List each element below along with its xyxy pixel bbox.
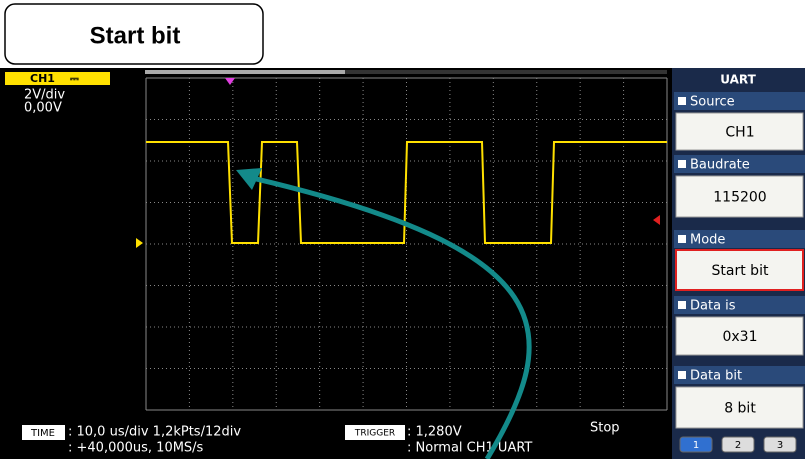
menu-label-icon	[678, 97, 686, 105]
callout-box	[4, 3, 264, 65]
menu-items: Source CH1 Baudrate 115200 Mode Start bit Data…	[674, 92, 805, 453]
trigger-label: TRIGGER	[354, 429, 395, 439]
menu-label-bg	[674, 366, 805, 384]
menu-page-button[interactable]	[763, 436, 797, 453]
menu-value-box[interactable]	[675, 386, 804, 429]
waveform	[146, 141, 667, 244]
time-label: TIME	[30, 428, 55, 439]
menu-label: Data bit	[690, 369, 742, 384]
menu-value-box[interactable]	[675, 175, 804, 218]
callout-title: Start bit	[90, 22, 181, 49]
channel-name: CH1	[30, 72, 55, 85]
menu-label-bg	[674, 230, 805, 248]
trigger-badge	[345, 425, 405, 440]
run-state: Stop	[590, 421, 620, 436]
menu-page-number: 3	[777, 440, 783, 451]
screen	[0, 68, 672, 459]
menu-label: Data is	[690, 299, 736, 314]
menu-label-icon	[678, 371, 686, 379]
trigger-line1: : 1,280V	[407, 425, 462, 440]
channel-badge	[5, 72, 110, 85]
annotation-arrow	[251, 175, 532, 461]
trigger-position-marker	[225, 78, 235, 85]
memory-bar	[145, 70, 667, 74]
menu-title: UART	[720, 73, 756, 87]
channel-scale: 2V/div	[24, 88, 65, 103]
menu-label-bg	[674, 155, 805, 173]
menu-value: 0x31	[722, 329, 757, 345]
menu-page-number: 2	[735, 440, 741, 451]
menu-value: 115200	[713, 190, 766, 206]
trigger-line2: : Normal CH1 UART	[407, 441, 532, 456]
menu-value-box[interactable]	[675, 316, 804, 356]
trigger-level-marker	[653, 215, 660, 225]
menu-value: 8 bit	[724, 401, 756, 417]
memory-view	[145, 70, 345, 74]
menu-value-box[interactable]	[675, 112, 804, 151]
menu-label-bg	[674, 92, 805, 110]
annotation-arrowhead	[236, 168, 262, 190]
menu-label: Mode	[690, 233, 725, 248]
channel-ground-marker	[136, 238, 143, 248]
channel-offset: 0,00V	[24, 101, 62, 116]
time-line1: : 10,0 us/div 1,2kPts/12div	[68, 425, 241, 440]
time-badge	[22, 425, 65, 440]
menu-label-icon	[678, 301, 686, 309]
menu-page-button[interactable]	[721, 436, 755, 453]
menu-page-number: 1	[693, 440, 699, 451]
menu-label-icon	[678, 160, 686, 168]
menu-label-bg	[674, 296, 805, 314]
menu-value: CH1	[725, 125, 754, 141]
menu-label-icon	[678, 235, 686, 243]
menu-label: Baudrate	[690, 158, 750, 173]
menu-value-box[interactable]	[675, 249, 804, 291]
menu-label: Source	[690, 95, 735, 110]
time-line2: : +40,000us, 10MS/s	[68, 441, 204, 456]
menu-value: Start bit	[712, 263, 769, 279]
menu-page-button[interactable]	[679, 436, 713, 453]
coupling-icon: ⎓	[70, 72, 79, 85]
